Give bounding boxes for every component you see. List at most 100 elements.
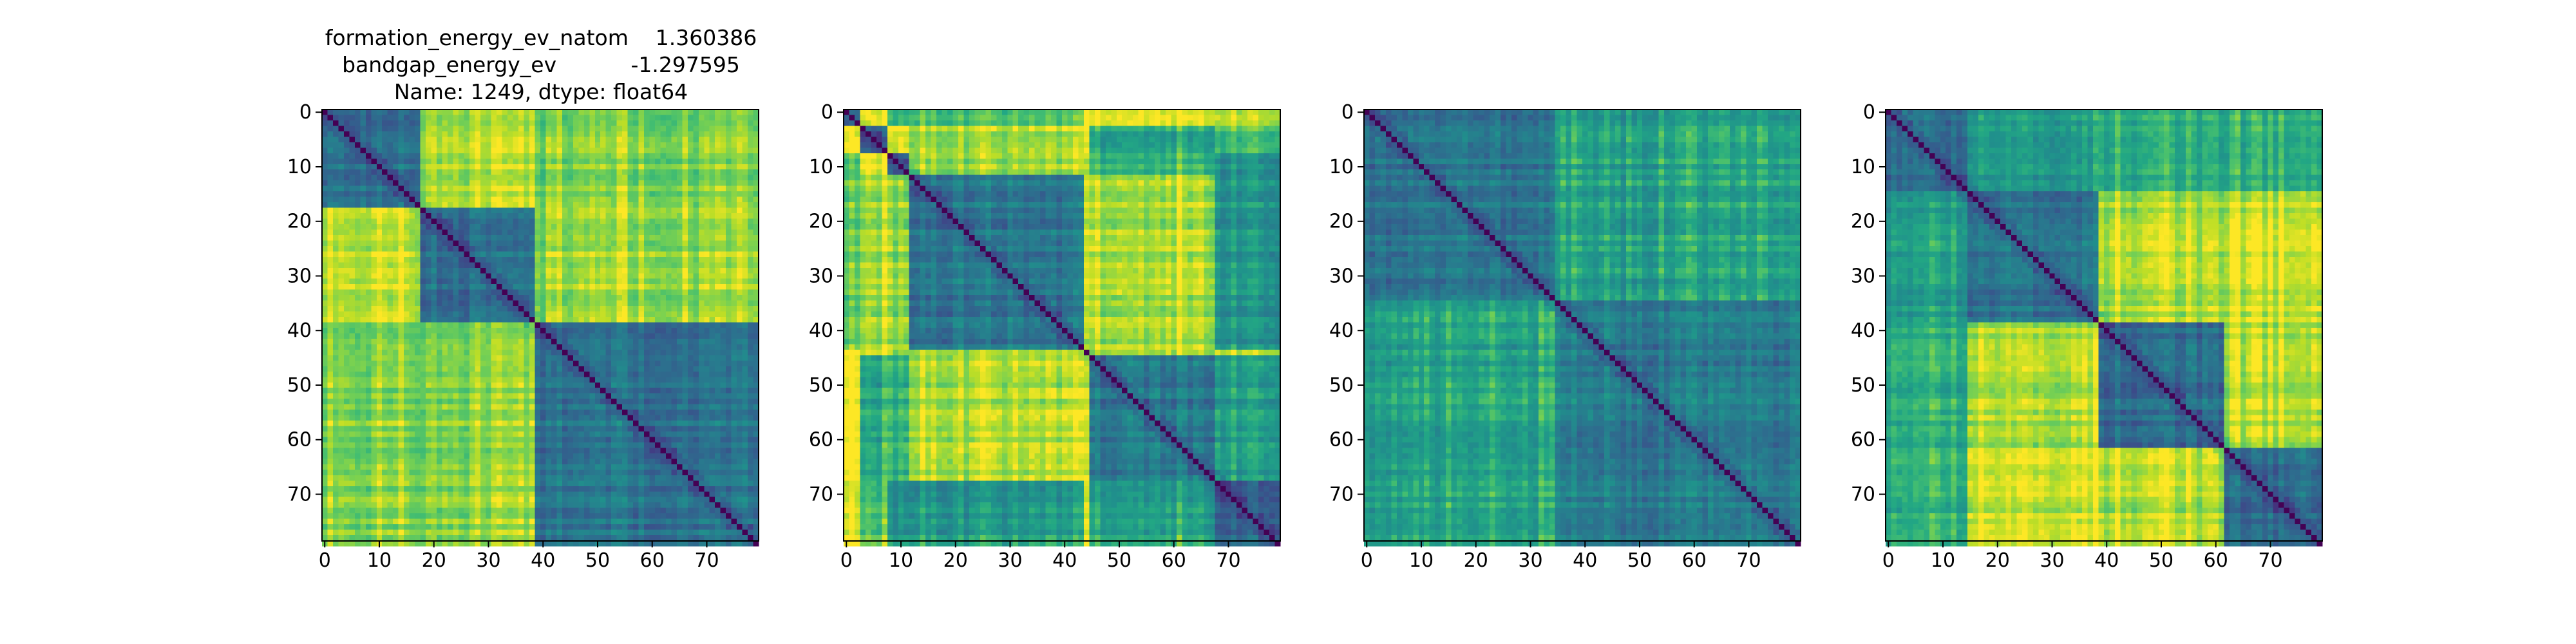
heatmap-cell bbox=[338, 109, 345, 116]
heatmap-cell bbox=[753, 213, 759, 220]
heatmap-cell bbox=[513, 229, 519, 236]
heatmap-cell bbox=[518, 120, 525, 127]
heatmap-cell bbox=[594, 175, 601, 181]
heatmap-cell bbox=[545, 158, 552, 165]
heatmap-cell bbox=[600, 126, 607, 132]
heatmap-cell bbox=[409, 322, 415, 328]
heatmap-cell bbox=[589, 164, 596, 170]
heatmap-cell bbox=[611, 267, 618, 274]
heatmap-cell bbox=[638, 267, 645, 274]
heatmap-cell bbox=[737, 202, 743, 209]
heatmap-cell bbox=[447, 229, 453, 236]
heatmap-cell bbox=[748, 333, 754, 339]
heatmap-cell bbox=[676, 185, 683, 192]
heatmap-cell bbox=[513, 306, 519, 312]
heatmap-cell bbox=[633, 344, 639, 350]
heatmap-cell bbox=[426, 234, 432, 241]
heatmap-cell bbox=[748, 164, 754, 170]
heatmap-cell bbox=[665, 229, 672, 236]
heatmap-cell bbox=[332, 289, 339, 296]
heatmap-cell bbox=[753, 164, 759, 170]
heatmap-cell bbox=[469, 366, 475, 372]
heatmap-cell bbox=[622, 185, 629, 192]
heatmap-cell bbox=[535, 426, 541, 432]
heatmap-cell bbox=[649, 273, 656, 279]
heatmap-cell bbox=[393, 382, 399, 388]
heatmap-cell bbox=[649, 142, 656, 148]
heatmap-cell bbox=[720, 333, 726, 339]
heatmap-cell bbox=[502, 126, 508, 132]
heatmap-cell bbox=[502, 349, 508, 355]
heatmap-cell bbox=[338, 240, 345, 247]
heatmap-cell bbox=[486, 311, 492, 317]
heatmap-cell bbox=[507, 175, 514, 181]
heatmap-cell bbox=[502, 137, 508, 143]
heatmap-cell bbox=[748, 377, 754, 383]
heatmap-cell bbox=[676, 153, 683, 159]
heatmap-cell bbox=[676, 109, 683, 116]
heatmap-cell bbox=[726, 377, 732, 383]
heatmap-cell bbox=[360, 164, 366, 170]
heatmap-cell bbox=[464, 153, 470, 159]
heatmap-cell bbox=[644, 267, 650, 274]
heatmap-cell bbox=[442, 120, 448, 127]
heatmap-cell bbox=[545, 196, 552, 203]
heatmap-cell bbox=[540, 223, 547, 231]
heatmap-cell bbox=[458, 223, 464, 231]
heatmap-cell bbox=[731, 410, 737, 416]
heatmap-cell bbox=[704, 437, 710, 443]
heatmap-cell bbox=[371, 207, 377, 214]
heatmap-cell bbox=[578, 109, 585, 116]
heatmap-cell bbox=[480, 295, 486, 301]
heatmap-cell bbox=[737, 120, 743, 127]
heatmap-cell bbox=[535, 137, 541, 143]
heatmap-cell bbox=[556, 191, 563, 198]
heatmap-cell bbox=[360, 355, 366, 361]
heatmap-cell bbox=[464, 289, 470, 296]
heatmap-cell bbox=[398, 234, 404, 241]
heatmap-cell bbox=[660, 223, 667, 231]
heatmap-cell bbox=[393, 377, 399, 383]
heatmap-cell bbox=[567, 223, 574, 231]
heatmap-cell bbox=[726, 278, 732, 285]
heatmap-cell bbox=[322, 213, 328, 220]
heatmap-cell bbox=[415, 223, 421, 231]
heatmap-cell bbox=[475, 251, 481, 258]
heatmap-cell bbox=[398, 295, 404, 301]
heatmap-cell bbox=[605, 311, 612, 317]
heatmap-cell bbox=[524, 234, 530, 241]
heatmap-cell bbox=[742, 142, 748, 148]
heatmap-cell bbox=[600, 442, 607, 449]
heatmap-cell bbox=[540, 229, 547, 236]
heatmap-cell bbox=[676, 360, 683, 366]
heatmap-cell bbox=[354, 442, 361, 449]
heatmap-cell bbox=[332, 322, 339, 328]
heatmap-cell bbox=[338, 207, 345, 214]
heatmap-cell bbox=[616, 371, 623, 377]
heatmap-cell bbox=[398, 289, 404, 296]
heatmap-cell bbox=[518, 137, 525, 143]
heatmap-cell bbox=[387, 295, 393, 301]
heatmap-cell bbox=[638, 284, 645, 290]
heatmap-cell bbox=[480, 382, 486, 388]
heatmap-cell bbox=[748, 382, 754, 388]
heatmap-cell bbox=[753, 185, 759, 192]
heatmap-cell bbox=[436, 388, 443, 394]
heatmap-cell bbox=[731, 137, 737, 143]
heatmap-cell bbox=[518, 267, 525, 274]
heatmap-cell bbox=[753, 426, 759, 432]
heatmap-cell bbox=[404, 371, 410, 377]
heatmap-cell bbox=[524, 115, 530, 121]
heatmap-cell bbox=[709, 360, 715, 366]
heatmap-cell bbox=[715, 442, 721, 449]
heatmap-cell bbox=[611, 115, 618, 121]
heatmap-cell bbox=[562, 442, 568, 449]
heatmap-cell bbox=[491, 388, 497, 394]
heatmap-cell bbox=[529, 256, 536, 263]
heatmap-cell bbox=[638, 311, 645, 317]
heatmap-cell bbox=[704, 207, 710, 214]
heatmap-cell bbox=[360, 295, 366, 301]
heatmap-cell bbox=[442, 142, 448, 148]
heatmap-cell bbox=[387, 196, 393, 203]
heatmap-cell bbox=[480, 245, 486, 252]
